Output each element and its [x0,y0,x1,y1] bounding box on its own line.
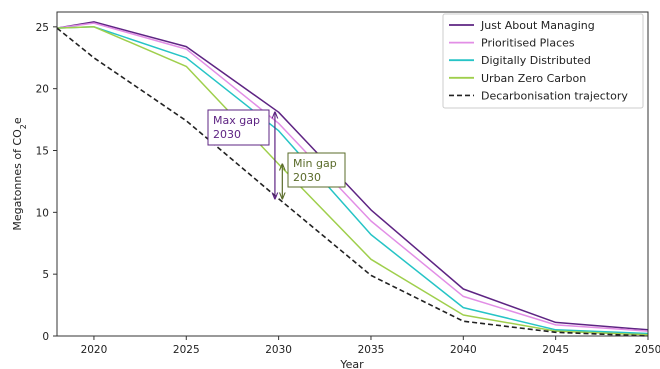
plot-area-frame [56,11,649,337]
x-tick-label: 2050 [635,344,660,356]
min-gap-box [287,152,346,188]
min-gap-year: 2030 [293,171,321,184]
max-gap-year: 2030 [213,128,241,141]
x-tick-label: 2030 [265,344,292,356]
legend-label-2: Digitally Distributed [481,54,591,67]
y-tick-label: 20 [36,84,49,96]
legend-label-4: Decarbonisation trajectory [481,89,628,102]
legend-label-3: Urban Zero Carbon [481,72,586,85]
y-tick-label: 5 [42,269,49,281]
legend: Just About Managing Prioritised Places Dig… [442,13,644,109]
max-gap-label: Max gap [213,114,260,127]
x-tick-label: 2020 [81,344,108,356]
y-tick-label: 25 [36,22,49,34]
x-tick-label: 2025 [173,344,200,356]
y-tick-label: 10 [36,207,49,219]
series-line-4 [56,27,649,337]
legend-label-0: Just About Managing [480,19,595,32]
y-axis-label: Megatonnes of CO2e [11,117,28,231]
y-tick-label: 0 [42,331,49,343]
min-gap-label: Min gap [293,157,337,170]
series-line-3 [56,26,649,336]
x-tick-label: 2035 [358,344,385,356]
x-axis-label: Year [339,358,364,369]
legend-frame [442,13,644,109]
x-tick-label: 2040 [450,344,477,356]
legend-label-1: Prioritised Places [481,37,575,50]
y-tick-label: 15 [36,146,49,158]
x-tick-label: 2045 [542,344,569,356]
max-gap-box [207,109,270,146]
